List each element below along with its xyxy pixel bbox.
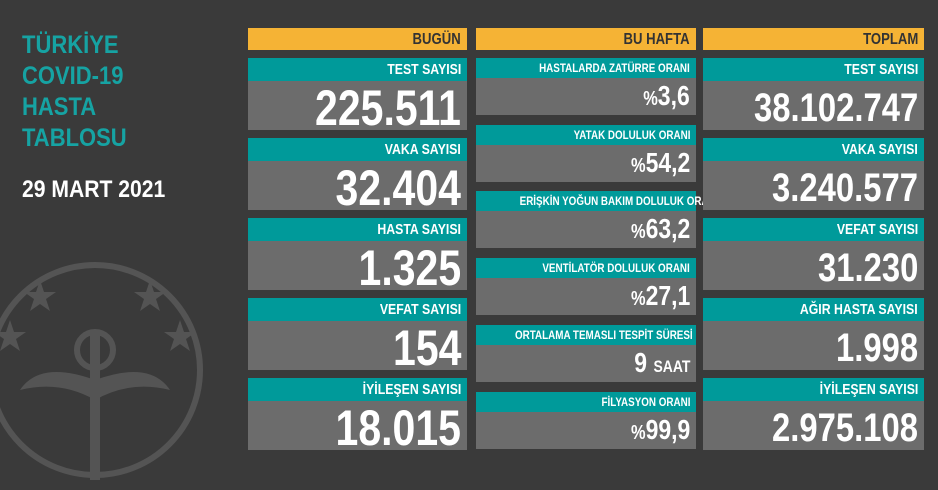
week-column: BU HAFTA HASTALARDA ZATÜRRE ORANI %3,6 YA… bbox=[476, 28, 718, 450]
total-header: TOPLAM bbox=[703, 28, 924, 50]
ministry-emblem-icon bbox=[0, 262, 203, 480]
week-header: BU HAFTA bbox=[476, 28, 696, 50]
total-death-card: VEFAT SAYISI 31.230 bbox=[703, 218, 924, 290]
total-test-card: TEST SAYISI 38.102.747 bbox=[703, 58, 924, 130]
total-column: TOPLAM TEST SAYISI 38.102.747 VAKA SAYISI… bbox=[703, 28, 924, 450]
today-header: BUGÜN bbox=[248, 28, 467, 50]
today-column: BUGÜN TEST SAYISI 225.511 VAKA SAYISI 32.4… bbox=[248, 28, 467, 455]
today-recovered-card: İYİLEŞEN SAYISI 18.015 bbox=[248, 378, 467, 455]
week-icu-card: ERİŞKİN YOĞUN BAKIM DOLULUK ORANI %63,2 bbox=[476, 191, 718, 248]
total-case-card: VAKA SAYISI 3.240.577 bbox=[703, 138, 924, 210]
today-patient-card: HASTA SAYISI 1.325 bbox=[248, 218, 467, 295]
week-contact-time-card: ORTALAMA TEMASLI TESPİT SÜRESİ 9 SAAT bbox=[476, 325, 696, 382]
week-pneumonia-card: HASTALARDA ZATÜRRE ORANI %3,6 bbox=[476, 58, 696, 115]
report-date: 29 MART 2021 bbox=[22, 176, 166, 203]
total-severe-card: AĞIR HASTA SAYISI 1.998 bbox=[703, 298, 924, 370]
page-title: TÜRKİYE COVID-19 HASTA TABLOSU bbox=[22, 31, 127, 152]
today-death-card: VEFAT SAYISI 154 bbox=[248, 298, 467, 375]
week-ventilator-card: VENTİLATÖR DOLULUK ORANI %27,1 bbox=[476, 258, 696, 315]
today-case-card: VAKA SAYISI 32.404 bbox=[248, 138, 467, 215]
today-test-card: TEST SAYISI 225.511 bbox=[248, 58, 467, 135]
total-recovered-card: İYİLEŞEN SAYISI 2.975.108 bbox=[703, 378, 924, 450]
week-filiation-card: FİLYASYON ORANI %99,9 bbox=[476, 392, 696, 449]
week-bed-card: YATAK DOLULUK ORANI %54,2 bbox=[476, 125, 696, 182]
